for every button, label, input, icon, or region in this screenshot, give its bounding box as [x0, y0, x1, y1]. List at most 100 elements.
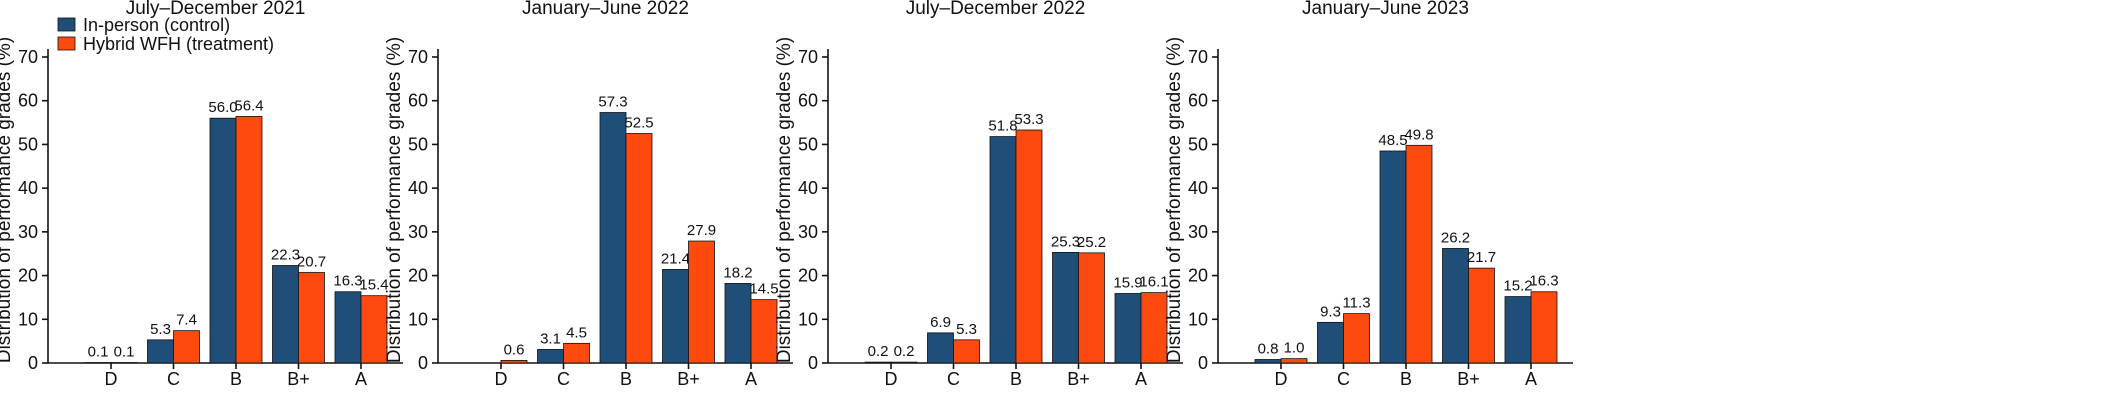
data-label: 4.5 — [566, 324, 587, 341]
data-label: 0.6 — [504, 341, 525, 358]
bar-treatment-D — [890, 361, 918, 364]
x-tick-label: C — [947, 369, 960, 389]
data-label: 57.3 — [598, 94, 627, 111]
y-tick-label: 30 — [408, 222, 428, 242]
data-label: 25.2 — [1077, 234, 1106, 251]
y-tick-label: 0 — [28, 353, 38, 373]
y-tick-label: 50 — [798, 134, 818, 154]
data-label: 56.4 — [234, 97, 263, 114]
bar-control-C — [1317, 321, 1344, 364]
x-tick-label: B+ — [1457, 369, 1480, 389]
data-label: 25.3 — [1051, 233, 1080, 250]
bar-control-B+ — [662, 269, 689, 364]
y-tick-label: 10 — [408, 309, 428, 329]
data-label: 56.0 — [208, 99, 237, 116]
y-tick-label: 10 — [798, 309, 818, 329]
bar-treatment-B — [235, 116, 263, 364]
panel-title: July–December 2022 — [906, 0, 1086, 19]
data-label: 22.3 — [271, 247, 300, 264]
data-label: 53.3 — [1014, 111, 1043, 128]
legend-swatch — [57, 36, 76, 51]
x-tick-label: C — [557, 369, 570, 389]
y-tick-label: 50 — [408, 134, 428, 154]
bar-control-C — [537, 349, 564, 364]
bar-control-D — [864, 361, 892, 364]
y-tick-label: 20 — [1188, 266, 1208, 286]
y-tick-label: 60 — [18, 91, 38, 111]
y-axis-label: Distribution of performance grades (%) — [384, 37, 405, 363]
bar-control-D — [1254, 359, 1282, 364]
y-tick-label: 40 — [1188, 178, 1208, 198]
x-tick-label: D — [495, 369, 508, 389]
x-tick-label: C — [1337, 369, 1350, 389]
chart-panel-2: January–June 2022 Distribution of perform… — [384, 0, 793, 389]
bar-treatment-B+ — [688, 240, 715, 364]
bar-treatment-B — [1405, 144, 1433, 364]
x-tick-label: B+ — [1067, 369, 1090, 389]
y-tick-label: 60 — [798, 91, 818, 111]
y-tick-label: 0 — [808, 353, 818, 373]
y-tick-label: 60 — [1188, 91, 1208, 111]
data-label: 1.0 — [1284, 340, 1305, 357]
data-label: 21.4 — [661, 250, 690, 267]
bar-control-B — [1379, 150, 1407, 364]
y-axis-label: Distribution of performance grades (%) — [1164, 37, 1185, 363]
data-label: 3.1 — [540, 330, 561, 347]
x-tick-label: D — [1275, 369, 1288, 389]
data-label: 15.4 — [359, 277, 388, 294]
legend-swatch — [57, 17, 76, 32]
data-label: 16.3 — [333, 273, 362, 290]
y-tick-label: 50 — [18, 134, 38, 154]
legend: In-person (control)Hybrid WFH (treatment… — [57, 15, 274, 54]
y-tick-label: 40 — [798, 178, 818, 198]
x-tick-label: A — [355, 369, 367, 389]
data-label: 0.2 — [894, 343, 915, 360]
y-tick-label: 0 — [418, 353, 428, 373]
bar-treatment-D — [500, 359, 528, 364]
bar-treatment-B+ — [1468, 267, 1495, 364]
bar-treatment-C — [563, 342, 590, 364]
legend-label: In-person (control) — [83, 15, 230, 35]
bar-control-C — [147, 339, 174, 364]
bar-control-B — [989, 136, 1017, 364]
data-label: 49.8 — [1404, 126, 1433, 143]
y-tick-label: 70 — [18, 47, 38, 67]
bar-treatment-C — [173, 330, 200, 364]
data-label: 21.7 — [1467, 249, 1496, 266]
data-label: 52.5 — [624, 115, 653, 132]
y-tick-label: 70 — [408, 47, 428, 67]
y-tick-label: 20 — [18, 266, 38, 286]
chart-panel-3: July–December 2022 Distribution of perfor… — [774, 0, 1183, 389]
y-tick-label: 30 — [1188, 222, 1208, 242]
x-tick-label: C — [167, 369, 180, 389]
bar-treatment-D — [1280, 358, 1308, 364]
data-label: 26.2 — [1441, 229, 1470, 246]
bar-treatment-C — [1343, 313, 1370, 364]
data-label: 0.1 — [88, 344, 109, 361]
data-label: 16.1 — [1139, 274, 1168, 291]
bar-control-A — [724, 283, 752, 364]
bar-treatment-A — [1530, 291, 1558, 364]
bar-treatment-A — [750, 299, 778, 364]
y-tick-label: 30 — [798, 222, 818, 242]
data-label: 0.8 — [1258, 341, 1279, 358]
y-tick-label: 70 — [798, 47, 818, 67]
x-tick-label: D — [105, 369, 118, 389]
data-label: 20.7 — [297, 254, 326, 271]
data-label: 48.5 — [1378, 132, 1407, 149]
y-tick-label: 10 — [1188, 309, 1208, 329]
data-label: 18.2 — [723, 264, 752, 281]
data-label: 51.8 — [988, 118, 1017, 135]
bar-control-B+ — [272, 265, 299, 364]
y-tick-label: 20 — [798, 266, 818, 286]
bar-control-C — [927, 332, 954, 364]
data-label: 15.9 — [1113, 274, 1142, 291]
y-tick-label: 0 — [1198, 353, 1208, 373]
x-tick-label: B — [1400, 369, 1412, 389]
bar-control-A — [1114, 293, 1142, 364]
y-tick-label: 30 — [18, 222, 38, 242]
x-tick-label: B — [1010, 369, 1022, 389]
y-tick-label: 40 — [18, 178, 38, 198]
data-label: 15.2 — [1503, 278, 1532, 295]
bar-treatment-A — [360, 295, 388, 364]
